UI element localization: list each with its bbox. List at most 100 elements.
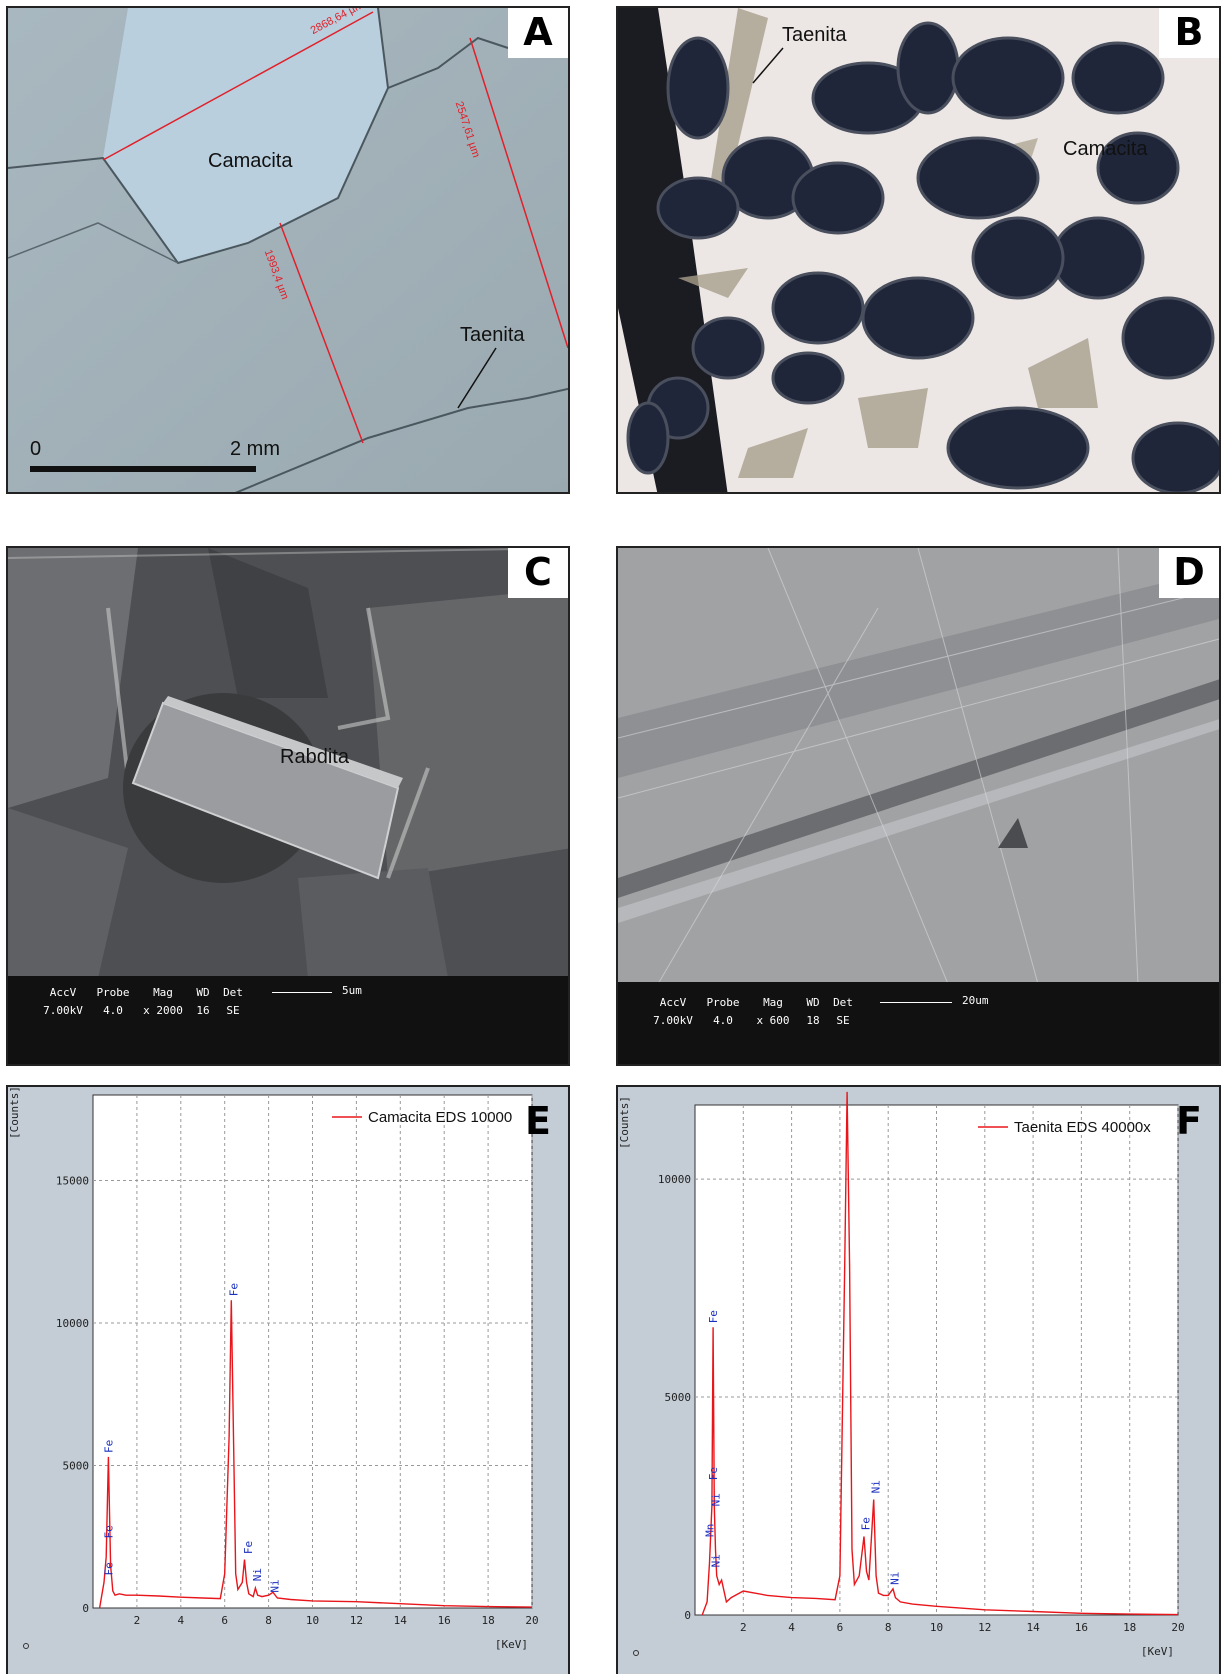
panel-letter-b: B [1159, 8, 1219, 58]
peak-label: Fe [227, 1283, 240, 1296]
measure-line-2 [469, 37, 568, 349]
peak-label: Ni [710, 1493, 723, 1506]
peak-label: Ni [268, 1579, 281, 1592]
sem-scale-bar [880, 1002, 952, 1003]
peak-label: Fe [844, 1087, 857, 1088]
micrograph-b [618, 8, 1219, 492]
scale-end: 2 mm [230, 438, 280, 460]
sem-value: SE [836, 1014, 850, 1027]
peak-label: Fe [242, 1541, 255, 1554]
legend-label: Camacita EDS 10000 [368, 1109, 512, 1126]
panel-letter-a: A [508, 8, 568, 58]
x-tick-label: 18 [1123, 1621, 1136, 1634]
sem-header: WD [196, 986, 210, 999]
y-tick-label: 0 [684, 1609, 691, 1622]
sem-databar-d: AccV Probe Mag WD Det 7.00kV 4.0 x 600 1… [618, 982, 1219, 1064]
sem-databar-c: AccV Probe Mag WD Det 7.00kV 4.0 x 2000 … [8, 976, 568, 1064]
y-tick-label: 5000 [665, 1391, 692, 1404]
x-tick-label: 6 [837, 1621, 844, 1634]
spectrum-line [701, 1091, 1179, 1616]
sem-image-c [8, 548, 568, 978]
x-tick-label: 12 [978, 1621, 991, 1634]
peak-label: Ni [710, 1554, 723, 1567]
peak-label: Fe [707, 1467, 720, 1480]
legend-label: Taenita EDS 40000x [1014, 1119, 1151, 1136]
label-camacita: Camacita [208, 150, 293, 172]
eds-chart-e: 2 4 6 8 10 12 14 16 18 20 0 5000 10000 15000 Fe Fe Fe Fe F… [8, 1087, 539, 1651]
label-rabdita: Rabdita [280, 746, 349, 768]
peak-label: Ni [251, 1568, 264, 1581]
panel-e: 2 4 6 8 10 12 14 16 18 20 0 5000 10000 15000 Fe Fe Fe Fe F… [6, 1085, 570, 1674]
y-tick-label: 5000 [63, 1460, 90, 1473]
sem-header: Probe [96, 986, 130, 999]
sem-header: Det [223, 986, 243, 999]
sem-value: SE [226, 1004, 240, 1017]
scale-bar [30, 466, 256, 472]
sem-value: 4.0 [713, 1014, 733, 1027]
sem-value: x 600 [756, 1014, 790, 1027]
sem-value: x 2000 [143, 1004, 183, 1017]
y-tick-label: 10000 [56, 1317, 89, 1330]
panel-d: AccV Probe Mag WD Det 7.00kV 4.0 x 600 1… [616, 546, 1221, 1066]
x-tick-label: 6 [221, 1614, 228, 1627]
x-tick-label: 8 [265, 1614, 272, 1627]
y-tick-label: 10000 [658, 1173, 691, 1186]
y-tick-label: 0 [82, 1602, 89, 1615]
peak-label: Mn [703, 1524, 716, 1537]
panel-f: 2 4 6 8 10 12 14 16 18 20 0 5000 10000 Fe Fe Ni Mn Ni Fe Fe… [616, 1085, 1221, 1674]
scale-zero: 0 [30, 438, 42, 460]
label-camacita: Camacita [1063, 138, 1148, 160]
panel-b: Taenita Camacita B [616, 6, 1221, 494]
sem-value: 16 [196, 1004, 210, 1017]
panel-a: 2868,64 µm 2547,61 µm 1993,4 µm Camacita… [6, 6, 570, 494]
x-tick-label: 4 [177, 1614, 184, 1627]
sem-value: 7.00kV [653, 1014, 693, 1027]
measure-line-3 [279, 222, 364, 444]
x-tick-label: 14 [394, 1614, 408, 1627]
sem-value: 7.00kV [43, 1004, 83, 1017]
micrograph-a [8, 8, 568, 492]
y-tick-label: 15000 [56, 1175, 89, 1188]
label-taenita: Taenita [782, 24, 847, 46]
corner-marker [23, 1643, 29, 1649]
panel-c: Rabdita AccV Probe Mag WD Det 7.00kV 4.0… [6, 546, 570, 1066]
sem-scale-label: 20um [962, 994, 989, 1007]
x-tick-label: 20 [525, 1614, 538, 1627]
peak-label: Ni [888, 1572, 901, 1585]
x-tick-label: 2 [134, 1614, 141, 1627]
x-tick-label: 16 [438, 1614, 451, 1627]
measure-line-1 [102, 11, 374, 161]
x-tick-label: 20 [1171, 1621, 1184, 1634]
sem-value: 4.0 [103, 1004, 123, 1017]
peak-label: Ni [869, 1480, 882, 1493]
x-tick-label: 10 [930, 1621, 943, 1634]
sem-value: 18 [806, 1014, 820, 1027]
x-axis-label: [KeV] [1141, 1645, 1174, 1658]
sem-header: Mag [153, 986, 173, 999]
sem-image-d [618, 548, 1219, 984]
x-axis-label: [KeV] [495, 1638, 528, 1651]
x-tick-label: 4 [788, 1621, 795, 1634]
label-taenita: Taenita [460, 324, 525, 346]
panel-letter-d: D [1159, 548, 1219, 598]
sem-header: Det [833, 996, 853, 1009]
panel-letter-f: F [1176, 1099, 1202, 1143]
x-tick-label: 18 [481, 1614, 494, 1627]
sem-scale-label: 5um [342, 984, 362, 997]
y-axis-label: [Counts] [618, 1096, 631, 1149]
sem-header: WD [806, 996, 820, 1009]
peak-label: Fe [859, 1517, 872, 1530]
peak-label: Fe [102, 1525, 115, 1538]
x-tick-label: 8 [885, 1621, 892, 1634]
plot-area [92, 1094, 533, 1609]
panel-letter-e: E [525, 1099, 551, 1143]
sem-header: AccV [49, 986, 77, 999]
peak-label: Fe [102, 1562, 115, 1575]
corner-marker [633, 1650, 639, 1656]
x-tick-label: 14 [1026, 1621, 1040, 1634]
x-tick-label: 2 [740, 1621, 747, 1634]
x-tick-label: 10 [306, 1614, 319, 1627]
y-axis-label: [Counts] [8, 1087, 21, 1139]
x-tick-label: 12 [350, 1614, 363, 1627]
sem-scale-bar [272, 992, 332, 993]
